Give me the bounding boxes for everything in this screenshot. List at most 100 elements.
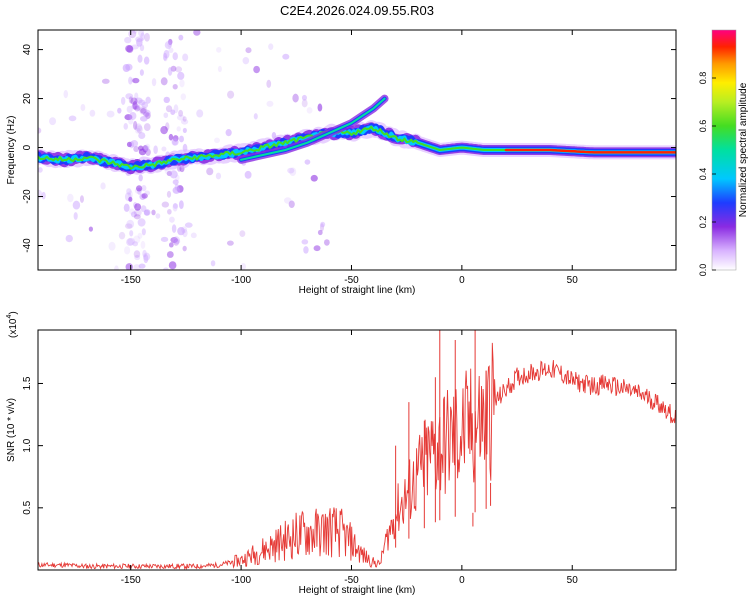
colorbar-scale (711, 29, 737, 271)
noise-dot (128, 76, 133, 85)
noise-dot (266, 79, 272, 88)
noise-dot (137, 218, 146, 227)
noise-dot (310, 174, 318, 182)
noise-dot (165, 105, 173, 113)
noise-dot (128, 96, 133, 104)
noise-dot (128, 117, 134, 125)
noise-dot (132, 241, 139, 247)
noise-dot (123, 122, 128, 130)
noise-dot (145, 96, 151, 104)
noise-dot (126, 188, 132, 196)
noise-dot (151, 209, 156, 216)
noise-dot (137, 232, 143, 239)
noise-dot (73, 212, 78, 220)
noise-dot (142, 249, 147, 258)
noise-dot (320, 221, 326, 228)
noise-dot (193, 30, 201, 36)
y-tick-label: -20 (22, 189, 33, 204)
noise-dot (151, 78, 157, 87)
noise-dot (133, 214, 141, 220)
noise-dot (132, 100, 138, 110)
noise-dot (139, 106, 148, 115)
noise-dot (138, 174, 143, 182)
spectrogram-y-axis-label: Frequency (Hz) (6, 116, 17, 185)
colorbar-tick-label: 0.0 (698, 264, 708, 277)
noise-dot (143, 123, 151, 131)
noise-dot (164, 41, 172, 49)
noise-dot (139, 115, 148, 122)
noise-dot (133, 208, 142, 217)
noise-dot (292, 93, 299, 103)
snr-plot-area (38, 330, 676, 570)
colorbar-tick-label: 0.4 (698, 168, 708, 181)
noise-dot (172, 52, 178, 61)
noise-dot (165, 122, 170, 131)
noise-dot (125, 45, 134, 53)
noise-dot (136, 125, 143, 134)
spectrogram-frame (37, 29, 677, 271)
noise-dot (319, 223, 325, 232)
noise-dot (68, 115, 77, 122)
noise-dot (124, 223, 133, 229)
noise-dot (301, 94, 307, 101)
noise-dot (133, 120, 138, 130)
noise-dot (226, 240, 234, 246)
y-tick-label: 20 (22, 93, 33, 105)
noise-dot (125, 188, 132, 195)
noise-dot (130, 97, 138, 105)
noise-dot (171, 137, 178, 146)
noise-dot (301, 99, 308, 108)
noise-dot (126, 45, 134, 54)
noise-dot (128, 30, 137, 39)
noise-dot (170, 236, 178, 244)
noise-dot (239, 230, 246, 238)
noise-dot (217, 65, 222, 73)
noise-dot (170, 265, 175, 270)
noise-dot (127, 237, 136, 246)
noise-dot (38, 127, 42, 134)
noise-dot (155, 213, 161, 219)
noise-dot (266, 100, 274, 107)
noise-dot (163, 49, 170, 59)
noise-dot (126, 219, 135, 229)
noise-dot (126, 105, 133, 113)
noise-dot (172, 135, 179, 142)
noise-dot (134, 254, 141, 261)
noise-dot (242, 57, 250, 65)
colorbar-tick-label: 0.6 (698, 120, 708, 133)
noise-dot (129, 111, 137, 120)
noise-dot (216, 46, 222, 53)
noise-dot (179, 79, 185, 88)
noise-dot (117, 107, 122, 114)
noise-dot (142, 109, 151, 117)
x-tick-label: -150 (121, 575, 141, 586)
noise-dot (182, 245, 187, 252)
snr-y-multiplier-close: ) (8, 311, 19, 314)
noise-dot (130, 140, 139, 148)
noise-dot (108, 241, 116, 251)
noise-dot (140, 240, 146, 249)
noise-dot (138, 145, 144, 151)
colorbar-tick-label: 0.8 (698, 72, 708, 85)
noise-dot (283, 197, 292, 204)
noise-dot (153, 145, 158, 155)
noise-dot (304, 159, 311, 165)
noise-dot (163, 52, 168, 61)
noise-dot (190, 232, 197, 239)
noise-dot (67, 193, 74, 203)
noise-dot (160, 236, 169, 243)
noise-dot (162, 267, 169, 270)
noise-dot (139, 69, 144, 76)
noise-dot (120, 96, 126, 105)
noise-dot (182, 229, 188, 238)
noise-dot (177, 227, 185, 236)
noise-dot (126, 141, 133, 148)
noise-dot (133, 250, 141, 258)
noise-dot (253, 113, 258, 120)
noise-dot (132, 30, 138, 34)
noise-dot (244, 170, 252, 179)
noise-dot (140, 205, 147, 213)
noise-dot (168, 133, 174, 141)
noise-dot (177, 71, 185, 80)
noise-dot (161, 201, 170, 208)
